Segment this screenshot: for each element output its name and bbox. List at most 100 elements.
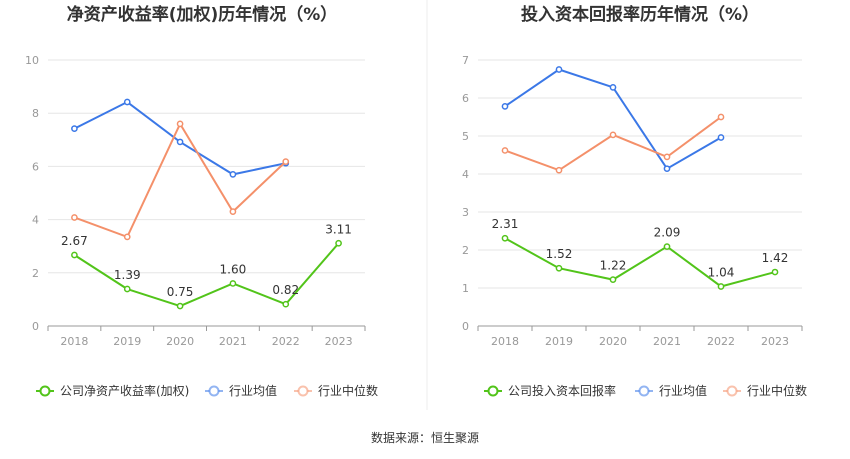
y-tick-label: 1 [462,282,469,295]
y-tick-label: 0 [462,320,469,333]
x-tick-label: 2023 [761,335,789,348]
data-label: 0.75 [167,285,194,299]
data-point[interactable] [282,300,290,308]
data-point[interactable] [335,239,342,247]
x-tick-label: 2018 [491,335,519,348]
source-note: 数据来源：恒生聚源 [371,430,479,445]
data-label: 1.04 [708,265,735,279]
data-point[interactable] [717,113,725,121]
data-point[interactable] [663,243,671,250]
y-tick-label: 4 [462,168,469,181]
data-point[interactable] [123,285,131,293]
legend-label: 公司投入资本回报率 [508,383,616,398]
y-tick-label: 5 [462,130,469,143]
industry-median-series [71,120,290,241]
x-tick-label: 2021 [653,335,681,348]
data-label: 1.60 [220,262,247,276]
data-point[interactable] [71,125,78,132]
data-point[interactable] [176,302,184,310]
data-label: 2.09 [654,226,681,240]
data-point[interactable] [555,264,563,272]
company-series: 2.31 1.52 1.22 2.09 1.04 1.42 [492,217,789,290]
y-tick-label: 10 [25,54,39,67]
data-point[interactable] [717,134,725,141]
data-point[interactable] [123,98,131,106]
data-label: 1.42 [762,251,789,265]
industry-median-series [501,113,725,174]
legend-label: 行业中位数 [318,383,378,398]
data-point[interactable] [282,158,290,165]
roe-chart: 净资产收益率(加权)历年情况（%） 0 2 4 6 8 10 2018 2019 2020 2021… [25,4,378,398]
legend-item[interactable]: 行业中位数 [723,383,807,398]
y-tick-label: 4 [32,214,39,227]
x-tick-label: 2021 [219,335,247,348]
legend-item[interactable]: 行业中位数 [294,383,378,398]
data-label: 1.39 [114,268,141,282]
y-tick-label: 2 [32,267,39,280]
data-point[interactable] [555,166,563,174]
legend-marker [39,385,51,397]
series-line [73,242,340,308]
y-tick-label: 6 [462,92,469,105]
legend-marker [638,385,650,397]
data-label: 2.67 [61,234,88,248]
chart-title: 投入资本回报率历年情况（%） [521,4,759,25]
series-line [504,116,722,172]
data-label: 1.52 [546,247,573,261]
data-point[interactable] [501,103,509,110]
data-point[interactable] [71,251,78,259]
x-tick-label: 2018 [60,335,88,348]
legend-item[interactable]: 行业均值 [205,383,277,398]
y-tick-label: 0 [32,320,39,333]
legend-item[interactable]: 公司投入资本回报率 [484,383,616,398]
data-point[interactable] [717,283,725,290]
data-label: 3.11 [325,222,352,236]
legend-item[interactable]: 公司净资产收益率(加权) [36,383,189,398]
legend-marker [208,385,220,397]
data-point[interactable] [176,138,184,146]
y-tick-label: 3 [462,206,469,219]
data-point[interactable] [663,165,671,173]
x-tick-label: 2020 [599,335,627,348]
legend-label: 行业中位数 [747,383,807,398]
y-tick-label: 7 [462,54,469,67]
data-point[interactable] [609,131,617,139]
x-tick-label: 2022 [272,335,300,348]
data-point[interactable] [555,66,563,73]
legend-label: 行业均值 [229,383,277,398]
y-tick-label: 8 [32,107,39,120]
data-point[interactable] [501,147,509,154]
x-tick-label: 2019 [113,335,141,348]
x-tick-label: 2022 [707,335,735,348]
series-line [504,237,776,288]
y-tick-label: 6 [32,160,39,173]
data-label: 2.31 [492,217,519,231]
y-tick-label: 2 [462,244,469,257]
roic-chart: 投入资本回报率历年情况（%） 0 1 2 3 4 5 6 7 2018 2019 2020 2021 20… [462,4,807,398]
industry-avg-series [501,66,725,173]
data-point[interactable] [71,214,78,221]
industry-avg-series [71,98,290,178]
data-point[interactable] [229,171,237,178]
data-point[interactable] [501,234,509,242]
legend-label: 公司净资产收益率(加权) [60,383,189,398]
data-point[interactable] [609,84,617,91]
data-point[interactable] [229,208,237,215]
legend-label: 行业均值 [659,383,707,398]
x-tick-label: 2020 [166,335,194,348]
data-label: 0.82 [272,283,299,297]
legend-marker [297,385,309,397]
legend-marker [726,385,738,397]
data-point[interactable] [229,280,237,287]
legend-item[interactable]: 行业均值 [635,383,707,398]
legend-marker [487,385,499,397]
data-point[interactable] [176,120,184,128]
company-series: 2.67 1.39 0.75 1.60 0.82 3.11 [61,222,352,310]
data-label: 1.22 [600,259,627,273]
x-tick-label: 2023 [325,335,353,348]
data-point[interactable] [663,153,671,161]
data-point[interactable] [609,276,617,283]
data-point[interactable] [123,233,131,241]
data-point[interactable] [771,268,779,276]
